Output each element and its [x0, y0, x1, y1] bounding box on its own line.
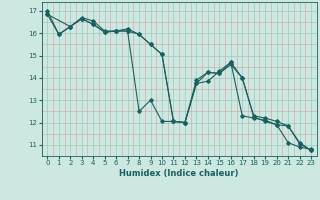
X-axis label: Humidex (Indice chaleur): Humidex (Indice chaleur): [119, 169, 239, 178]
